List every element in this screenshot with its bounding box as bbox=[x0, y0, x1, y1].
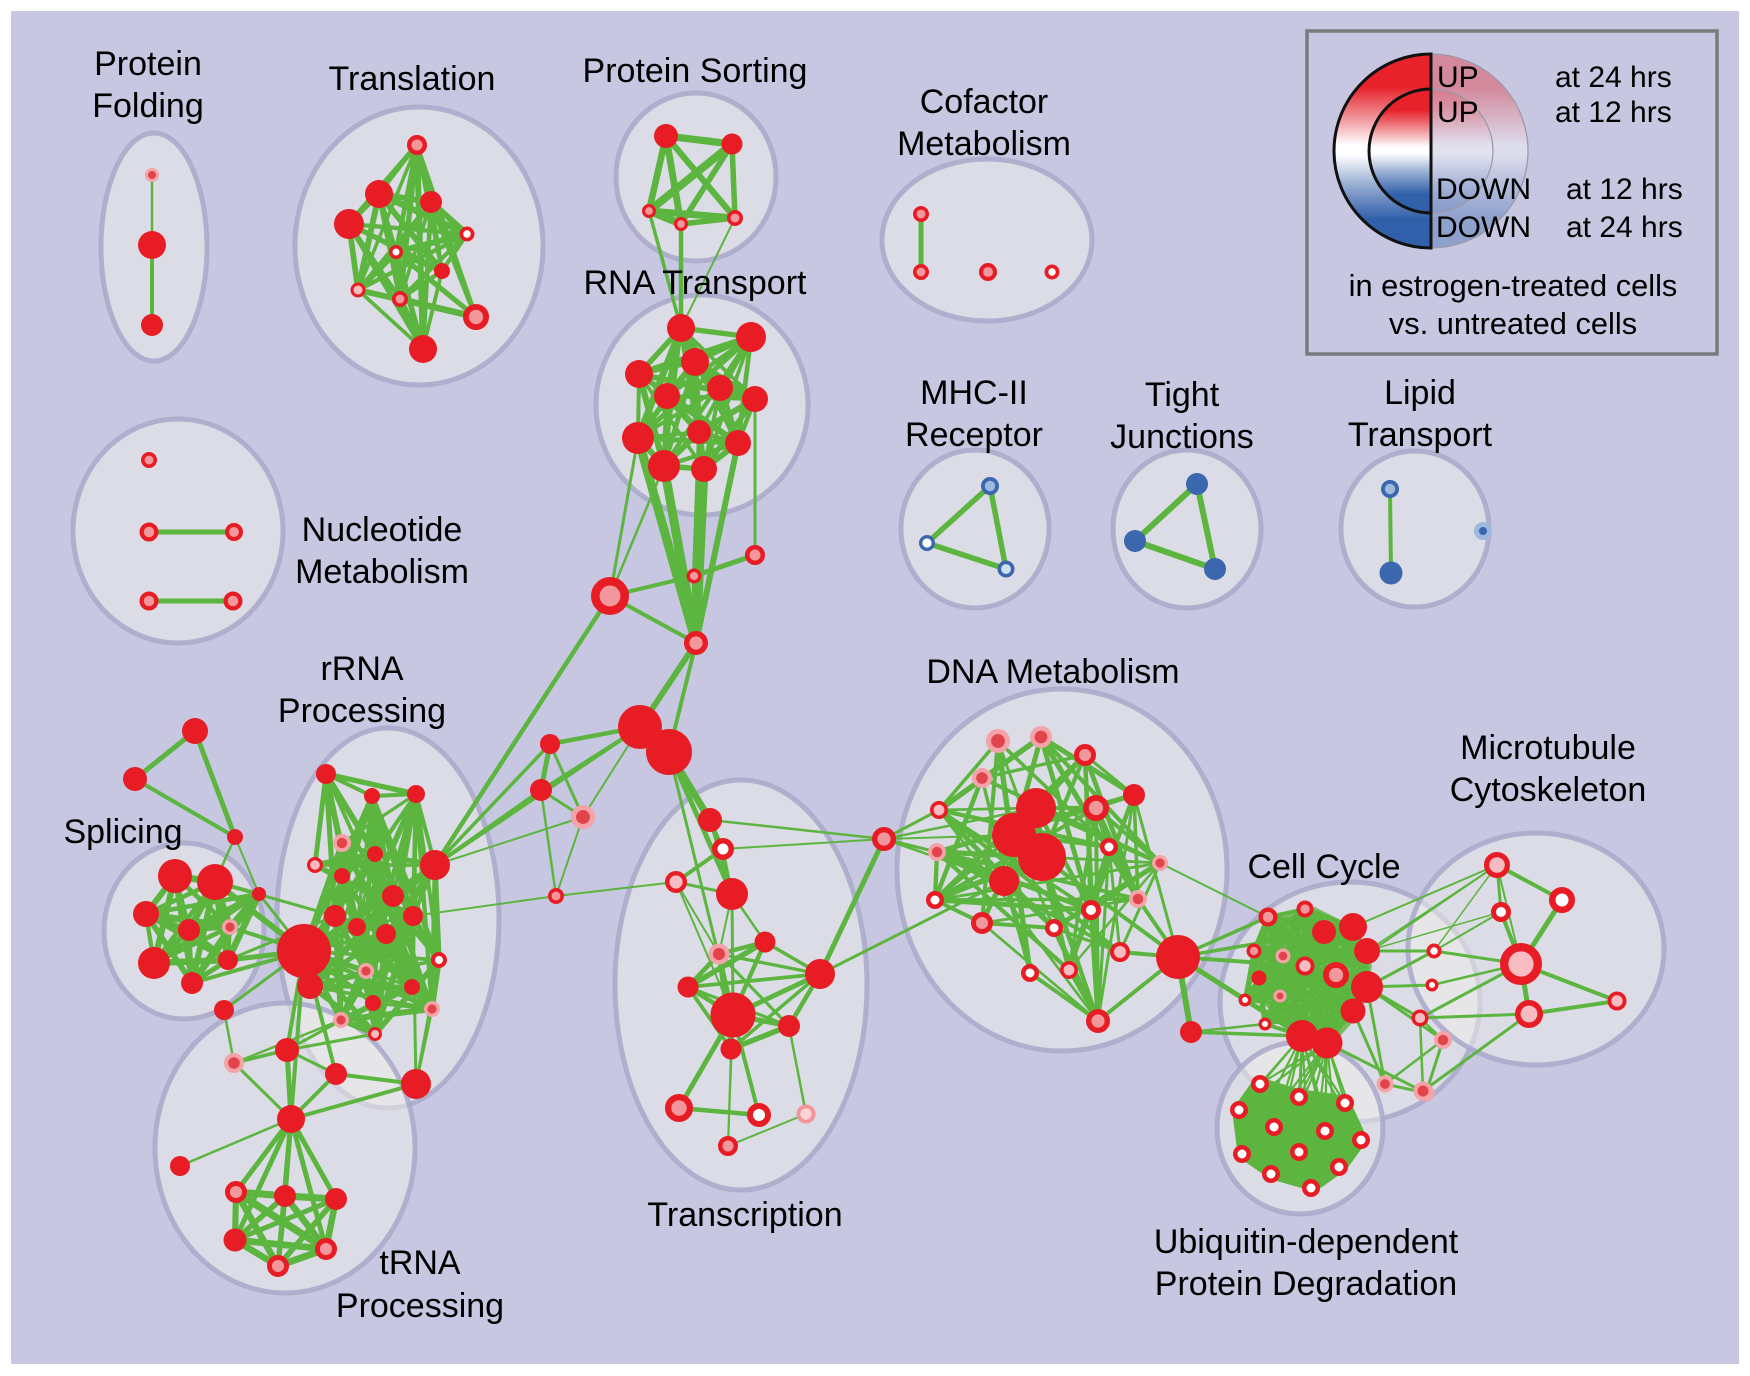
svg-text:MHC-II: MHC-II bbox=[920, 374, 1028, 412]
svg-text:vs. untreated cells: vs. untreated cells bbox=[1389, 306, 1637, 341]
svg-text:Lipid: Lipid bbox=[1384, 374, 1456, 412]
svg-text:Folding: Folding bbox=[92, 87, 204, 125]
svg-text:Junctions: Junctions bbox=[1110, 418, 1254, 456]
svg-text:UP: UP bbox=[1437, 96, 1479, 129]
svg-text:at 24 hrs: at 24 hrs bbox=[1566, 211, 1683, 244]
svg-text:at 12 hrs: at 12 hrs bbox=[1555, 96, 1672, 129]
svg-text:Receptor: Receptor bbox=[905, 416, 1043, 454]
svg-text:at 12 hrs: at 12 hrs bbox=[1566, 173, 1683, 206]
svg-text:Processing: Processing bbox=[336, 1287, 504, 1325]
svg-text:Ubiquitin-dependent: Ubiquitin-dependent bbox=[1154, 1223, 1459, 1261]
svg-text:at 24 hrs: at 24 hrs bbox=[1555, 61, 1672, 94]
svg-text:Transcription: Transcription bbox=[647, 1196, 842, 1234]
svg-text:Splicing: Splicing bbox=[63, 813, 182, 851]
svg-text:Protein: Protein bbox=[94, 45, 202, 83]
svg-text:rRNA: rRNA bbox=[320, 650, 403, 688]
svg-text:Cofactor: Cofactor bbox=[920, 83, 1049, 121]
svg-text:UP: UP bbox=[1437, 61, 1479, 94]
svg-text:in estrogen-treated cells: in estrogen-treated cells bbox=[1349, 268, 1678, 303]
svg-text:Metabolism: Metabolism bbox=[897, 125, 1071, 163]
svg-text:Cell Cycle: Cell Cycle bbox=[1247, 848, 1400, 886]
svg-text:Microtubule: Microtubule bbox=[1460, 729, 1636, 767]
svg-text:Metabolism: Metabolism bbox=[295, 553, 469, 591]
svg-text:DNA Metabolism: DNA Metabolism bbox=[926, 653, 1179, 691]
svg-text:Protein Degradation: Protein Degradation bbox=[1155, 1265, 1457, 1303]
svg-text:Cytoskeleton: Cytoskeleton bbox=[1450, 771, 1647, 809]
svg-text:Nucleotide: Nucleotide bbox=[302, 511, 463, 549]
svg-text:Transport: Transport bbox=[1348, 416, 1493, 454]
svg-text:DOWN: DOWN bbox=[1436, 211, 1531, 244]
svg-text:DOWN: DOWN bbox=[1436, 173, 1531, 206]
svg-text:Tight: Tight bbox=[1145, 376, 1220, 414]
svg-text:Translation: Translation bbox=[329, 60, 496, 98]
svg-text:Protein Sorting: Protein Sorting bbox=[583, 52, 808, 90]
svg-text:tRNA: tRNA bbox=[379, 1244, 461, 1282]
svg-text:RNA Transport: RNA Transport bbox=[584, 264, 808, 302]
svg-text:Processing: Processing bbox=[278, 692, 446, 730]
